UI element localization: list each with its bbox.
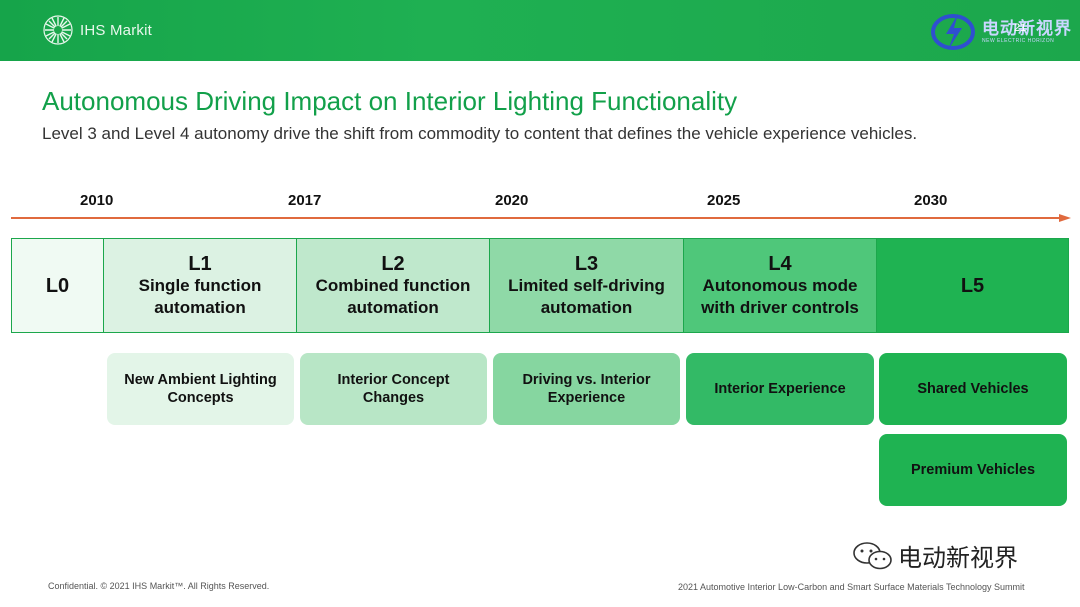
ihs-markit-globe-icon xyxy=(43,15,73,45)
footer-copyright: Confidential. © 2021 IHS Markit™. All Ri… xyxy=(48,581,270,591)
level-description: Single function automation xyxy=(138,275,262,317)
wechat-watermark: 电动新视界 xyxy=(852,538,1018,573)
card-new-ambient-lighting: New Ambient Lighting Concepts xyxy=(107,353,294,425)
year-label: 2030 xyxy=(914,192,948,209)
level-label: L5 xyxy=(960,274,985,297)
slide-subtitle: Level 3 and Level 4 autonomy drive the s… xyxy=(42,124,918,143)
slide-title: Autonomous Driving Impact on Interior Li… xyxy=(42,86,738,116)
level-label: L0 xyxy=(45,274,70,297)
year-label: 2010 xyxy=(80,192,114,209)
watermark-subtext: NEW ELECTRIC HORIZON xyxy=(982,38,1055,44)
card-label: New Ambient Lighting Concepts xyxy=(124,372,277,406)
card-label: Shared Vehicles xyxy=(917,381,1029,397)
level-description: Limited self-driving automation xyxy=(508,275,665,317)
level-label: L2 xyxy=(381,252,405,275)
level-box-l0: L0 xyxy=(11,238,104,333)
card-shared-vehicles: Shared Vehicles xyxy=(879,353,1067,425)
card-driving-vs-interior: Driving vs. Interior Experience xyxy=(493,353,680,425)
card-interior-experience: Interior Experience xyxy=(686,353,874,425)
year-label: 2025 xyxy=(707,192,741,209)
year-label: 2020 xyxy=(495,192,529,209)
level-description: Combined function automation xyxy=(315,275,471,317)
level-box-l4: L4 Autonomous mode with driver controls xyxy=(683,238,877,333)
card-interior-concept-changes: Interior Concept Changes xyxy=(300,353,487,425)
wechat-icon xyxy=(853,541,892,569)
level-box-l1: L1 Single function automation xyxy=(103,238,297,333)
card-label: Premium Vehicles xyxy=(910,462,1036,478)
watermark-text: 电动新视界 xyxy=(982,19,1072,38)
level-box-l5: L5 xyxy=(876,238,1069,333)
level-box-l2: L2 Combined function automation xyxy=(296,238,490,333)
level-label: L4 xyxy=(768,252,792,275)
wechat-watermark-text: 电动新视界 xyxy=(898,545,1018,572)
level-box-l3: L3 Limited self-driving automation xyxy=(489,238,684,333)
page-number: 21 xyxy=(1014,22,1027,34)
ihs-markit-logo-text: IHS Markit xyxy=(80,21,153,39)
card-label: Interior Concept Changes xyxy=(337,372,450,406)
ihs-markit-logo: IHS Markit xyxy=(42,14,152,46)
electric-horizon-logo-icon xyxy=(931,14,975,50)
header-bar: IHS Markit 电动新视界 NEW ELECTRIC HORIZON 21 xyxy=(0,0,1080,61)
timeline-arrow xyxy=(11,214,1071,222)
level-description: Autonomous mode with driver controls xyxy=(701,275,859,317)
footer-event: 2021 Automotive Interior Low-Carbon and … xyxy=(678,582,1025,592)
card-label: Interior Experience xyxy=(714,381,846,397)
year-label: 2017 xyxy=(288,192,322,209)
card-premium-vehicles: Premium Vehicles xyxy=(879,434,1067,506)
card-label: Driving vs. Interior Experience xyxy=(522,372,651,406)
level-label: L1 xyxy=(188,252,212,275)
level-label: L3 xyxy=(574,252,599,275)
